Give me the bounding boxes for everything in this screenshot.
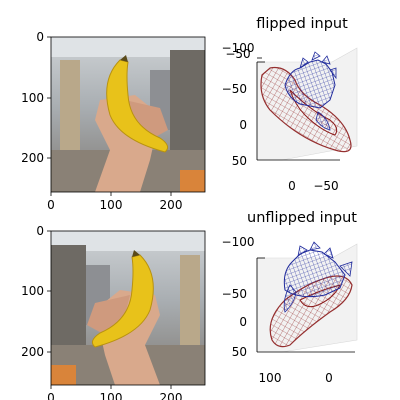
tr-ytick-1: 0 [239,118,247,132]
mesh-panel-flipped: flipped input −100 −50 −50 0 50 0 −50 [222,16,358,193]
photo-flipped [51,37,205,192]
tl-xtick-2: 200 [160,198,183,212]
tl-ytick-2: 200 [21,151,44,165]
br-ytick-0: −50 [222,287,247,301]
tl-xtick-0: 0 [47,198,55,212]
br-x-ticks: 100 0 [259,371,333,385]
image-panel-unflipped: 0 100 200 0 100 200 [21,224,206,400]
bl-ytick-0: 0 [36,224,44,238]
bl-xtick-1: 100 [100,391,123,400]
tr-ztick-1: −50 [225,47,250,61]
tl-ytick-1: 100 [21,91,44,105]
tr-ytick-0: −50 [222,82,247,96]
title-unflipped: unflipped input [247,210,357,226]
tl-x-ticks: 0 100 200 [47,192,182,212]
hand-mesh-unflipped [283,241,353,313]
bl-ytick-2: 200 [21,345,44,359]
br-xtick-1: 0 [325,371,333,385]
tl-ytick-0: 0 [36,30,44,44]
bl-y-ticks: 0 100 200 [21,224,51,359]
tr-xtick-1: −50 [313,179,338,193]
hand-mesh-flipped [284,51,337,131]
br-y-ticks: −50 0 50 [222,287,247,359]
tr-ytick-2: 50 [232,154,247,168]
tr-z-ticks: −100 −50 [222,41,255,61]
tl-y-ticks: 0 100 200 [21,30,51,165]
tr-y-ticks: −50 0 50 [222,82,247,168]
br-ztick-0: −100 [222,235,255,249]
title-flipped: flipped input [256,16,348,32]
bl-xtick-2: 200 [160,391,183,400]
br-z-ticks: −100 [222,235,255,249]
mesh-panel-unflipped: unflipped input −100 −50 0 50 100 0 [222,210,358,385]
bl-xtick-0: 0 [47,391,55,400]
tl-xtick-1: 100 [100,198,123,212]
br-xtick-0: 100 [259,371,282,385]
bl-ytick-1: 100 [21,284,44,298]
photo-unflipped [51,231,205,385]
tr-ztick-0: −100 [222,41,255,55]
br-ytick-2: 50 [232,345,247,359]
tr-xtick-0: 0 [288,179,296,193]
br-ytick-1: 0 [239,315,247,329]
image-panel-flipped: 0 100 200 0 100 200 [21,30,206,212]
bl-x-ticks: 0 100 200 [47,385,182,400]
tr-x-ticks: 0 −50 [288,179,338,193]
